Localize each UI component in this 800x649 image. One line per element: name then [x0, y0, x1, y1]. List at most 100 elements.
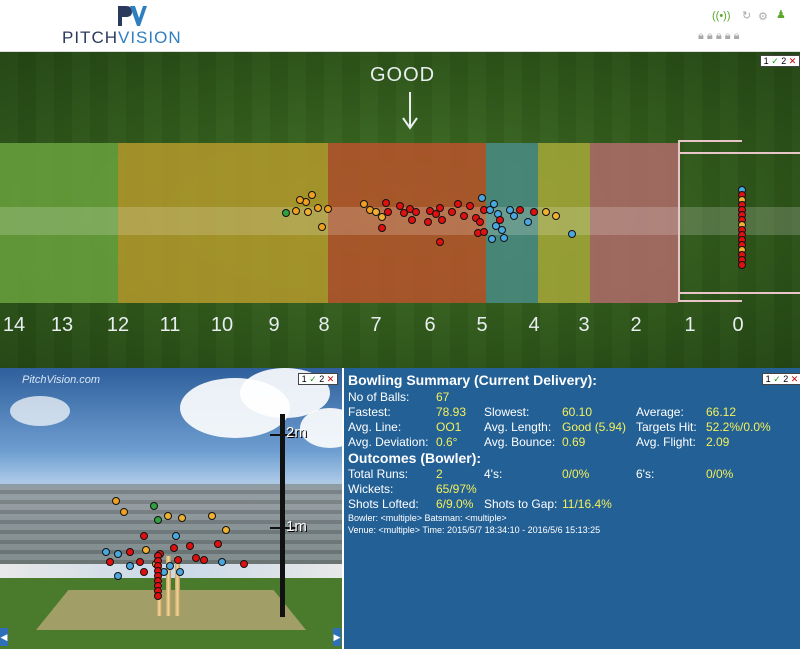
check-icon[interactable]: ✓: [773, 374, 781, 384]
scroll-right-button[interactable]: ▶: [333, 628, 341, 646]
ball-marker: [140, 532, 148, 540]
length-number: 4: [528, 314, 540, 336]
scroll-left-button[interactable]: ◀: [0, 628, 8, 646]
ball-marker: [136, 558, 144, 566]
wickets-value: 65/97%: [436, 482, 477, 496]
ball-marker: [412, 208, 420, 216]
avg-deviation-label: Avg. Deviation:: [348, 435, 429, 449]
length-number: 2: [630, 314, 642, 336]
ball-marker: [448, 208, 456, 216]
ball-marker: [172, 532, 180, 540]
logo-text-pitch: PITCH: [62, 28, 118, 47]
close-icon[interactable]: ✕: [790, 374, 799, 384]
length-number: 13: [50, 314, 74, 336]
ball-marker: [292, 207, 300, 215]
bowling-summary-panel: Bowling Summary (Current Delivery): 1 ✓ …: [342, 368, 800, 649]
length-zone: [0, 143, 118, 303]
ball-marker: [530, 208, 538, 216]
pitch-view-controls[interactable]: 1 ✓ 2 ✕: [760, 55, 800, 67]
view-1-button[interactable]: 1: [763, 56, 769, 66]
lock-icon[interactable]: 🔒︎ 🔒︎ 🔒︎ 🔒︎ 🔒︎: [698, 30, 740, 42]
stump: [166, 556, 171, 616]
summary-title: Bowling Summary (Current Delivery):: [348, 372, 597, 388]
length-number: 11: [159, 314, 181, 336]
length-number: 0: [732, 314, 744, 336]
stumps-view[interactable]: PitchVision.com 1 ✓ 2 ✕: [0, 368, 342, 649]
check-icon[interactable]: ✓: [309, 374, 317, 384]
view-2-button[interactable]: 2: [783, 374, 789, 384]
view-2-button[interactable]: 2: [781, 56, 787, 66]
ball-marker: [318, 223, 326, 231]
avg-flight-label: Avg. Flight:: [636, 435, 696, 449]
avg-length-label: Avg. Length:: [484, 420, 552, 434]
avg-bounce-value: 0.69: [562, 435, 586, 449]
ball-marker: [460, 212, 468, 220]
stump: [175, 556, 180, 616]
ball-marker: [496, 216, 504, 224]
ball-marker: [490, 200, 498, 208]
crease-box: [678, 140, 742, 302]
ball-marker: [324, 205, 332, 213]
view-1-button[interactable]: 1: [765, 374, 771, 384]
shots-lofted-value: 6/9.0%: [436, 497, 474, 511]
ball-marker: [552, 212, 560, 220]
ball-marker: [114, 550, 122, 558]
ball-marker: [438, 216, 446, 224]
sixes-value: 0/0%: [706, 467, 734, 481]
ball-marker: [170, 544, 178, 552]
ball-marker: [400, 209, 408, 217]
length-number: 6: [424, 314, 436, 336]
avg-bounce-label: Avg. Bounce:: [484, 435, 556, 449]
avg-line-value: OO1: [436, 420, 462, 434]
signal-icon[interactable]: ((•)): [712, 10, 731, 22]
ball-marker: [372, 208, 380, 216]
ball-marker: [140, 568, 148, 576]
ball-marker: [500, 234, 508, 242]
avg-flight-value: 2.09: [706, 435, 730, 449]
summary-view-controls[interactable]: 1 ✓ 2 ✕: [762, 373, 800, 385]
ball-marker: [222, 526, 230, 534]
crease-line: [678, 292, 800, 294]
cloud: [300, 408, 342, 448]
ball-marker: [408, 216, 416, 224]
ball-marker: [178, 514, 186, 522]
ball-marker: [738, 261, 746, 269]
shots-to-gap-label: Shots to Gap:: [484, 497, 558, 511]
ball-marker: [176, 568, 184, 576]
ball-marker: [488, 235, 496, 243]
settings-icon[interactable]: ⚙: [758, 11, 768, 23]
ball-marker: [382, 199, 390, 207]
app-header: PITCHVISION ((•)) ↻ ⚙ ♟ 🔒︎ 🔒︎ 🔒︎ 🔒︎ 🔒︎: [0, 0, 800, 52]
check-icon[interactable]: ✓: [771, 56, 779, 66]
view-2-button[interactable]: 2: [319, 374, 325, 384]
close-icon[interactable]: ✕: [326, 374, 335, 384]
targets-hit-value: 52.2%/0.0%: [706, 420, 771, 434]
ball-marker: [304, 208, 312, 216]
average-label: Average:: [636, 405, 684, 419]
ball-marker: [102, 548, 110, 556]
venue-time-line: Venue: <multiple> Time: 2015/5/7 18:34:1…: [348, 525, 601, 535]
fours-value: 0/0%: [562, 467, 590, 481]
user-icon[interactable]: ♟: [776, 9, 786, 21]
length-zone: [118, 143, 328, 303]
height-label-1m: 1m: [286, 518, 307, 535]
length-number: 3: [578, 314, 590, 336]
ball-marker: [424, 218, 432, 226]
close-icon[interactable]: ✕: [788, 56, 797, 66]
cloud: [10, 396, 70, 426]
ball-marker: [480, 228, 488, 236]
good-length-label: GOOD: [370, 64, 436, 86]
outcomes-title: Outcomes (Bowler):: [348, 450, 482, 466]
pitch-map-view[interactable]: GOOD 14 13 12 11 10 9 8 7 6 5 4 3 2 1 0 1 ✓ 2 ✕: [0, 52, 800, 368]
ball-marker: [378, 213, 386, 221]
bowler-batsman-line: Bowler: <multiple> Batsman: <multiple>: [348, 513, 507, 523]
stumps-view-controls[interactable]: 1 ✓ 2 ✕: [298, 373, 338, 385]
fastest-label: Fastest:: [348, 405, 391, 419]
view-1-button[interactable]: 1: [301, 374, 307, 384]
refresh-icon[interactable]: ↻: [742, 10, 752, 22]
ball-marker: [476, 218, 484, 226]
ball-marker: [436, 238, 444, 246]
length-number: 1: [684, 314, 696, 336]
crease-line: [678, 152, 800, 154]
